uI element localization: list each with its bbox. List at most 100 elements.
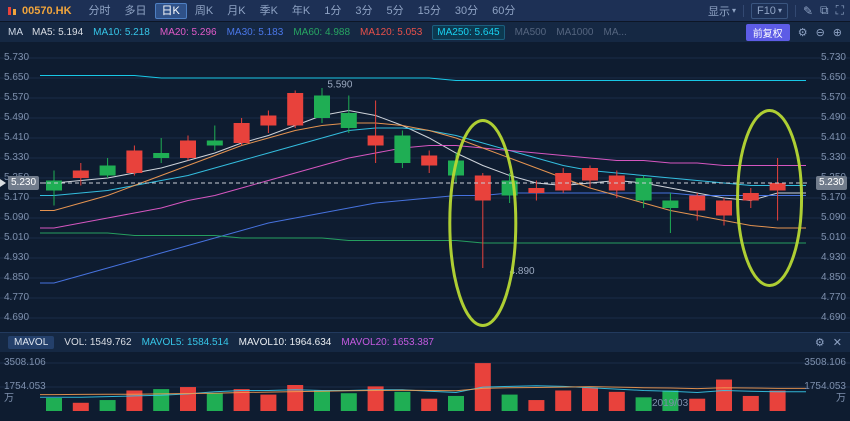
price-axis-label: 5.170 (820, 192, 846, 203)
candle (421, 155, 438, 166)
candle (582, 168, 598, 181)
period-tab-8[interactable]: 3分 (355, 4, 373, 17)
period-tab-7[interactable]: 1分 (324, 4, 342, 17)
price-axis-label: 5.570 (820, 92, 846, 103)
expand-icon[interactable]: ⊕ (832, 26, 842, 39)
chevron-down-icon: ▾ (777, 6, 782, 15)
price-axis-label: 5.090 (820, 212, 846, 223)
ma-item-6[interactable]: MA250: 5.645 (432, 24, 505, 40)
period-tab-6[interactable]: 年K (291, 4, 311, 17)
volume-bar (46, 398, 62, 411)
period-tab-3[interactable]: 周K (194, 4, 214, 17)
price-axis-label: 5.330 (820, 152, 846, 163)
volume-bar (582, 387, 598, 411)
candle (635, 178, 652, 201)
panel-layout-icon[interactable]: ⧉ (820, 3, 829, 17)
period-tab-11[interactable]: 30分 (454, 4, 479, 17)
f10-dropdown[interactable]: F10 ▾ (750, 2, 788, 19)
volume-bar (421, 398, 438, 411)
ma-indicator-bar: MA MA5: 5.194 MA10: 5.218 MA20: 5.296 MA30:… (0, 22, 850, 42)
fullscreen-icon[interactable]: ⛶ (835, 3, 844, 17)
highlight-ellipse (448, 119, 518, 327)
adjust-mode-button[interactable]: 前复权 (745, 23, 790, 41)
mavol-indicator-bar: MAVOL VOL: 1549.762 MAVOL5: 1584.514 MAVOL… (0, 332, 850, 352)
stock-chart-icon (6, 5, 18, 17)
price-axis-label: 4.690 (820, 312, 846, 323)
ma-values: MA5: 5.194 MA10: 5.218 MA20: 5.296 MA30: 5.… (32, 24, 627, 40)
ma-item-2[interactable]: MA20: 5.296 (159, 26, 217, 38)
mavol-bar-controls: ⚙ ✕ (815, 336, 842, 349)
price-axis-label: 4.850 (820, 272, 846, 283)
collapse-icon[interactable]: ⊖ (815, 26, 825, 39)
candle (180, 140, 196, 158)
volume-bar (555, 390, 572, 411)
volume-bar (206, 393, 223, 411)
volume-canvas[interactable] (0, 352, 850, 421)
stock-symbol[interactable]: 00570.HK (22, 4, 72, 17)
period-tab-1[interactable]: 多日 (124, 4, 147, 17)
period-tab-4[interactable]: 月K (227, 4, 246, 17)
mavol-item-0[interactable]: VOL: 1549.762 (64, 337, 132, 348)
candle (153, 153, 170, 158)
candle (99, 165, 116, 176)
ma-item-7[interactable]: MA500 (514, 26, 547, 38)
mavol-item-2[interactable]: MAVOL10: 1964.634 (238, 337, 332, 348)
volume-unit-label: 万 (836, 393, 846, 404)
ma-bar-controls: 前复权 ⚙ ⊖ ⊕ (745, 23, 842, 41)
price-axis-label: 5.650 (820, 72, 846, 83)
price-axis-label: 5.650 (4, 72, 30, 83)
mavol-item-1[interactable]: MAVOL5: 1584.514 (141, 337, 229, 348)
candle (367, 135, 384, 146)
ma-item-3[interactable]: MA30: 5.183 (226, 26, 284, 38)
price-annotation: 4.890 (510, 266, 535, 277)
volume-settings-icon[interactable]: ⚙ (814, 337, 825, 349)
candle (126, 150, 143, 173)
period-tab-2[interactable]: 日K (154, 2, 187, 19)
volume-bar (180, 387, 196, 411)
volume-bar (448, 395, 464, 411)
period-tab-9[interactable]: 5分 (386, 4, 404, 17)
volume-bar (662, 390, 679, 411)
ma-item-5[interactable]: MA120: 5.053 (360, 26, 423, 38)
candlestick-chart[interactable]: 5.590 4.890 5.730 5.650 5.570 5.490 5.410 5.33… (0, 42, 850, 332)
volume-bar (689, 398, 706, 411)
edit-icon[interactable]: ✎ (802, 3, 814, 18)
volume-chart[interactable]: 3508.106 1754.053 万 3508.106 1754.053 万 2019… (0, 352, 850, 421)
settings-icon[interactable]: ⚙ (797, 26, 808, 39)
candle (716, 200, 732, 216)
volume-bar (608, 391, 625, 411)
price-annotation: 5.590 (327, 79, 352, 90)
period-tab-12[interactable]: 60分 (492, 4, 516, 17)
period-tab-10[interactable]: 15分 (417, 4, 441, 17)
period-tabs: 分时 多日 日K 周K 月K 季K 年K 1分 3分 5分 15分 30分 60分 (82, 2, 523, 19)
last-price-value: 5.230 (11, 177, 37, 188)
divider (794, 4, 796, 17)
candle (555, 173, 572, 191)
candle (72, 170, 89, 178)
ma-item-9[interactable]: MA... (603, 26, 627, 38)
mavol-item-3[interactable]: MAVOL20: 1653.387 (341, 337, 434, 348)
volume-close-icon[interactable]: ✕ (832, 337, 842, 349)
f10-label: F10 (756, 4, 776, 17)
ma-item-4[interactable]: MA60: 4.988 (293, 26, 351, 38)
volume-bar (769, 390, 786, 411)
display-dropdown[interactable]: 显示 ▾ (708, 3, 736, 19)
candle (769, 183, 786, 191)
toolbar-right-controls: 显示 ▾ F10 ▾ ✎ ⧉ ⛶ (708, 2, 844, 19)
period-tab-5[interactable]: 季K (259, 4, 278, 17)
volume-axis-label: 1754.053 (4, 381, 46, 392)
mavol-indicator-label[interactable]: MAVOL (8, 336, 55, 349)
ma-item-8[interactable]: MA1000 (556, 26, 594, 38)
last-price-arrow-icon (0, 179, 6, 187)
period-tab-0[interactable]: 分时 (88, 4, 111, 17)
candlestick-canvas[interactable]: 5.590 4.890 (0, 42, 850, 332)
ma-item-1[interactable]: MA10: 5.218 (93, 26, 150, 38)
candle (260, 115, 277, 126)
price-axis-label: 5.330 (4, 152, 30, 163)
price-axis-label: 4.770 (820, 292, 846, 303)
ma-line-MA120 (40, 122, 806, 229)
ma-line-MA10 (40, 127, 806, 196)
price-axis-label: 5.170 (4, 192, 30, 203)
price-axis-label: 4.770 (4, 292, 30, 303)
ma-item-0[interactable]: MA5: 5.194 (32, 26, 84, 38)
